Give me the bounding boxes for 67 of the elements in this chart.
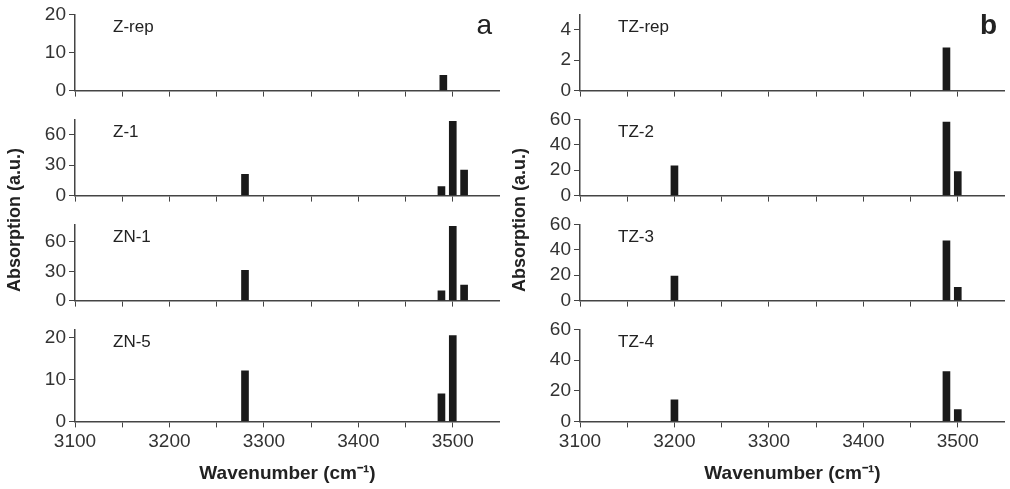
annotation: a (476, 9, 493, 41)
y-tick-label: 0 (55, 288, 66, 310)
y-tick-label: 40 (549, 133, 571, 155)
y-tick-label: 0 (55, 183, 66, 205)
y-tick-label: 60 (549, 212, 571, 234)
bar (460, 284, 468, 301)
y-tick-label: 30 (44, 259, 66, 281)
y-tick-label: 60 (44, 230, 66, 252)
chart-title: Z-rep (113, 16, 154, 36)
x-tick-label: 3300 (747, 430, 791, 452)
y-tick-label: 60 (44, 122, 66, 144)
y-tick-label: 20 (44, 2, 66, 24)
bar (437, 393, 446, 422)
bar (241, 173, 249, 196)
bar (448, 335, 457, 422)
y-tick-label: 0 (560, 409, 571, 431)
chart-title: TZ-rep (618, 16, 669, 36)
bar (942, 240, 951, 301)
chart-title: ZN-1 (113, 226, 151, 246)
x-tick-label: 3200 (653, 430, 696, 452)
bar (448, 226, 457, 301)
bar (241, 370, 249, 422)
x-tick-label: 3500 (431, 430, 474, 452)
y-tick-label: 10 (44, 367, 66, 389)
y-tick-label: 2 (560, 48, 571, 70)
bar (670, 165, 679, 196)
chart-title: TZ-2 (618, 121, 654, 141)
x-axis-title: Wavenumber (cm⁻¹) (199, 461, 376, 483)
y-tick-label: 0 (560, 288, 571, 310)
bar (448, 121, 457, 196)
y-tick-label: 0 (55, 78, 66, 100)
annotation: b (979, 9, 997, 41)
y-tick-label: 20 (44, 326, 66, 347)
x-tick-label: 3200 (148, 430, 191, 452)
x-tick-label: 3100 (53, 430, 97, 452)
y-axis-title: Absorption (a.u.) (3, 148, 25, 292)
x-tick-label: 3300 (242, 430, 286, 452)
chart-title: TZ-4 (618, 331, 654, 351)
bar (241, 269, 249, 301)
bar (953, 286, 962, 301)
bar (942, 121, 951, 196)
bar (460, 169, 468, 196)
y-tick-label: 4 (560, 17, 572, 39)
x-tick-label: 3400 (337, 430, 380, 452)
chart-title: TZ-3 (618, 226, 654, 246)
bar (953, 409, 962, 422)
x-tick-label: 3400 (842, 430, 885, 452)
x-tick-label: 3100 (558, 430, 602, 452)
x-tick-label: 3500 (936, 430, 979, 452)
y-tick-label: 30 (44, 153, 66, 175)
y-tick-label: 20 (549, 158, 571, 180)
y-tick-label: 60 (549, 317, 571, 339)
y-tick-label: 0 (55, 409, 66, 431)
y-tick-label: 60 (549, 107, 571, 129)
y-tick-label: 0 (560, 183, 571, 205)
chart-title: Z-1 (113, 121, 139, 141)
y-tick-label: 40 (549, 348, 571, 370)
y-axis-title: Absorption (a.u.) (508, 148, 530, 292)
y-tick-label: 10 (44, 40, 66, 62)
bar (953, 171, 962, 196)
y-tick-label: 0 (560, 78, 571, 100)
x-axis-title: Wavenumber (cm⁻¹) (704, 461, 881, 483)
bar (942, 371, 951, 422)
y-tick-label: 20 (549, 263, 571, 285)
y-tick-label: 20 (549, 378, 571, 400)
chart-title: ZN-5 (113, 331, 151, 351)
y-tick-label: 40 (549, 238, 571, 260)
